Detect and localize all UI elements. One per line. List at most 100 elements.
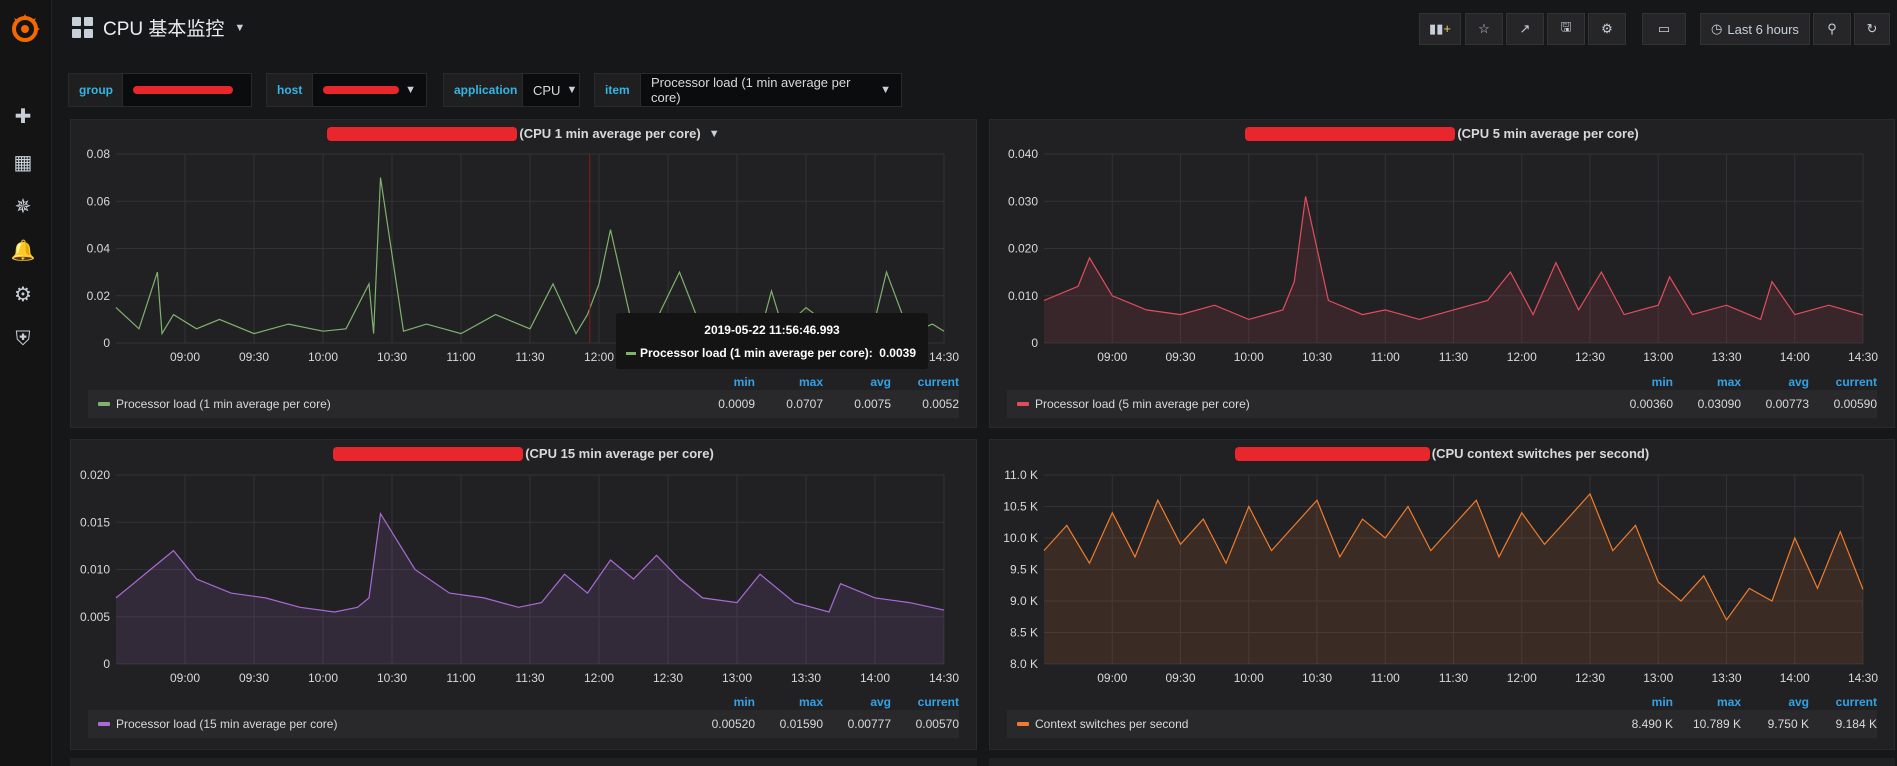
legend-min: 0.00360 [1629, 397, 1673, 411]
legend-min: 8.490 K [1631, 717, 1673, 731]
legend-series-name[interactable]: Processor load (1 min average per core) [116, 397, 331, 411]
variable-select-application[interactable]: CPU ▼ [522, 73, 580, 107]
legend-avg: 0.0075 [854, 397, 891, 411]
star-button[interactable]: ☆ [1465, 13, 1503, 45]
legend-header-avg[interactable]: avg [1788, 375, 1809, 389]
shield-icon[interactable]: ⛨ [15, 328, 31, 350]
tooltip-value: 0.0039 [879, 346, 916, 360]
legend-header-max[interactable]: max [798, 375, 823, 389]
tooltip-label: Processor load (1 min average per core): [640, 346, 873, 360]
legend-header-min[interactable]: min [733, 375, 755, 389]
alerting-icon[interactable]: 🔔 [10, 240, 36, 262]
legend-row[interactable]: Processor load (1 min average per core) … [88, 390, 959, 418]
refresh-button[interactable]: ↻ [1854, 13, 1890, 45]
legend-header-avg[interactable]: avg [1788, 695, 1809, 709]
legend-header-max[interactable]: max [1716, 695, 1741, 709]
grafana-logo[interactable] [8, 12, 42, 46]
variable-select-host[interactable]: ▼ [312, 73, 427, 107]
panel-context-switches: (CPU context switches per second) [989, 439, 1895, 750]
y-tick-label: 0.020 [80, 468, 110, 482]
legend-header-max[interactable]: max [1716, 375, 1741, 389]
y-tick-label: 0.06 [87, 194, 111, 208]
x-tick-label: 09:30 [1165, 671, 1195, 685]
clock-icon: ◷ [1711, 21, 1723, 36]
legend-header: min max avg current [989, 375, 1877, 389]
time-picker-button[interactable]: ◷ Last 6 hours [1700, 13, 1810, 45]
configuration-icon[interactable]: ⚙ [14, 284, 32, 306]
share-button[interactable]: ↗ [1506, 13, 1544, 45]
legend-row[interactable]: Processor load (5 min average per core) … [1007, 390, 1877, 418]
share-icon: ↗ [1519, 21, 1531, 36]
chevron-down-icon: ▼ [708, 127, 720, 140]
series-color-swatch[interactable] [98, 402, 110, 406]
legend-header-avg[interactable]: avg [870, 375, 891, 389]
chevron-down-icon: ▼ [880, 84, 891, 96]
y-tick-label: 0.040 [1008, 147, 1038, 161]
y-tick-label: 10.5 K [1003, 500, 1038, 514]
legend-header-current[interactable]: current [1835, 375, 1877, 389]
x-tick-label: 13:30 [1711, 350, 1741, 364]
variable-select-item[interactable]: Processor load (1 min average per core) ▼ [640, 73, 902, 107]
x-tick-label: 10:00 [1234, 350, 1264, 364]
variable-value-item: Processor load (1 min average per core) [651, 75, 851, 105]
settings-button[interactable]: ⚙ [1588, 13, 1626, 45]
legend-avg: 0.00777 [847, 717, 891, 731]
x-tick-label: 11:30 [1439, 671, 1468, 685]
legend-series-name[interactable]: Context switches per second [1035, 717, 1189, 731]
legend-row[interactable]: Context switches per second 8.490 K 10.7… [1007, 710, 1877, 738]
y-tick-label: 0 [1031, 336, 1038, 350]
legend-current: 0.0052 [922, 397, 959, 411]
panel-title[interactable]: (CPU context switches per second) [990, 446, 1894, 461]
legend-row[interactable]: Processor load (15 min average per core)… [88, 710, 959, 738]
y-tick-label: 8.5 K [1010, 626, 1038, 640]
dashboard-title-button[interactable]: CPU 基本监控 ▼ [72, 14, 245, 41]
panel-title-text: (CPU 5 min average per core) [1457, 126, 1639, 141]
series-area-fill [1044, 493, 1863, 664]
x-tick-label: 11:30 [1439, 350, 1468, 364]
legend-max: 10.789 K [1692, 717, 1741, 731]
graph-tooltip: 2019-05-22 11:56:46.993 Processor load (… [616, 313, 928, 369]
add-panel-button[interactable]: ▮▮+ [1419, 13, 1461, 45]
dashboard-navbar: CPU 基本监控 ▼ ▮▮+ ☆ ↗ 🖫 ⚙ ▭ ◷ Last 6 hours … [52, 0, 1897, 58]
x-tick-label: 14:30 [929, 671, 959, 685]
panel-title[interactable]: (CPU 1 min average per core) ▼ [71, 126, 976, 141]
x-tick-label: 14:00 [1780, 350, 1810, 364]
y-tick-label: 0.08 [87, 147, 111, 161]
legend-header-min[interactable]: min [1651, 375, 1673, 389]
x-tick-label: 14:30 [1848, 350, 1878, 364]
x-tick-label: 11:30 [515, 350, 544, 364]
zoom-out-button[interactable]: ⚲ [1813, 13, 1851, 45]
legend-header-current[interactable]: current [917, 375, 959, 389]
legend-header-min[interactable]: min [733, 695, 755, 709]
series-color-swatch[interactable] [1017, 722, 1029, 726]
variable-select-group[interactable] [122, 73, 252, 107]
legend-max: 0.03090 [1697, 397, 1741, 411]
legend-header-current[interactable]: current [1835, 695, 1877, 709]
save-button[interactable]: 🖫 [1547, 13, 1585, 45]
legend-header-max[interactable]: max [798, 695, 823, 709]
x-tick-label: 09:00 [170, 350, 200, 364]
redaction-mark [333, 446, 524, 461]
dashboards-icon[interactable]: ▦ [13, 152, 33, 174]
y-tick-label: 9.0 K [1010, 594, 1038, 608]
series-color-swatch[interactable] [1017, 402, 1029, 406]
legend-header-min[interactable]: min [1651, 695, 1673, 709]
legend-series-name[interactable]: Processor load (5 min average per core) [1035, 397, 1250, 411]
explore-icon[interactable]: ✵ [14, 196, 32, 218]
chevron-down-icon: ▼ [234, 21, 246, 34]
tooltip-time: 2019-05-22 11:56:46.993 [704, 323, 840, 337]
legend-header-current[interactable]: current [917, 695, 959, 709]
legend-series-name[interactable]: Processor load (15 min average per core) [116, 717, 338, 731]
y-tick-label: 8.0 K [1010, 657, 1038, 671]
plus-icon[interactable]: ✚ [14, 106, 32, 128]
x-tick-label: 14:30 [1848, 671, 1878, 685]
panel-title[interactable]: (CPU 15 min average per core) [71, 446, 976, 461]
tv-mode-button[interactable]: ▭ [1642, 13, 1686, 45]
legend-header-avg[interactable]: avg [870, 695, 891, 709]
x-tick-label: 12:30 [1575, 350, 1605, 364]
panel-title[interactable]: (CPU 5 min average per core) [990, 126, 1894, 141]
star-icon: ☆ [1478, 21, 1490, 36]
y-tick-label: 0.010 [80, 563, 110, 577]
series-color-swatch[interactable] [98, 722, 110, 726]
refresh-icon: ↻ [1866, 21, 1878, 36]
